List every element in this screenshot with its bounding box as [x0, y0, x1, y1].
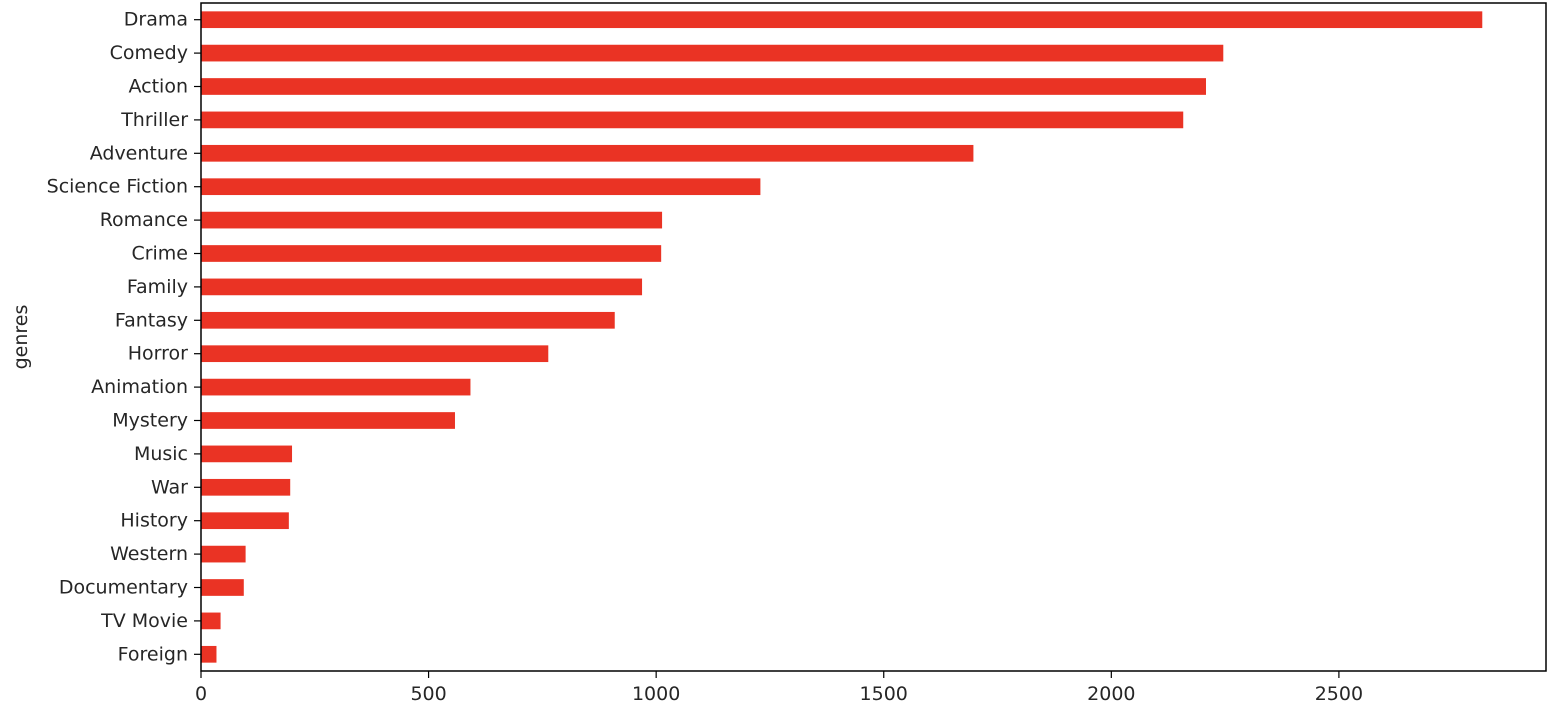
y-tick-label: Foreign — [118, 643, 188, 665]
bar-drama — [201, 11, 1483, 29]
bar-history — [201, 512, 289, 530]
y-tick-label: Animation — [91, 376, 188, 398]
y-axis-ticks: Drama Comedy Action Thriller Adventure Scienc… — [47, 9, 201, 665]
y-tick-label: Science Fiction — [47, 176, 188, 198]
bars-group — [201, 11, 1483, 663]
bar-war — [201, 478, 291, 496]
bar-thriller — [201, 111, 1184, 129]
x-tick-label: 0 — [195, 683, 207, 705]
bar-documentary — [201, 579, 244, 596]
y-tick-label: History — [120, 510, 188, 532]
bar-foreign — [201, 645, 217, 663]
plot-frame — [200, 2, 1547, 672]
x-tick-label: 1500 — [860, 683, 908, 705]
y-axis-label: genres — [10, 305, 32, 370]
x-tick-label: 500 — [410, 683, 446, 705]
y-tick-label: Drama — [124, 9, 188, 31]
bar-animation — [201, 378, 471, 396]
bar-adventure — [201, 144, 974, 162]
bar-music — [201, 445, 293, 463]
y-tick-label: Family — [127, 276, 188, 298]
y-tick-label: TV Movie — [100, 610, 188, 632]
x-tick-label: 2500 — [1315, 683, 1363, 705]
y-tick-label: Documentary — [59, 577, 188, 599]
y-tick-label: Thriller — [120, 109, 188, 131]
x-tick-label: 1000 — [632, 683, 680, 705]
bar-family — [201, 278, 643, 296]
y-tick-label: Music — [134, 443, 188, 465]
y-tick-label: Fantasy — [115, 309, 188, 331]
y-tick-label: War — [151, 476, 188, 498]
bar-science-fiction — [201, 178, 761, 196]
y-tick-label: Adventure — [90, 142, 188, 164]
y-tick-label: Romance — [100, 209, 188, 231]
y-tick-label: Crime — [131, 243, 188, 265]
bar-horror — [201, 345, 549, 363]
bar-crime — [201, 245, 662, 262]
bar-action — [201, 78, 1206, 95]
bar-romance — [201, 211, 663, 229]
bar-comedy — [201, 44, 1224, 62]
bar-mystery — [201, 412, 455, 429]
y-tick-label: Horror — [128, 343, 188, 365]
x-tick-label: 2000 — [1087, 683, 1135, 705]
bar-fantasy — [201, 311, 615, 329]
y-tick-label: Mystery — [112, 410, 188, 432]
bar-western — [201, 545, 246, 563]
bar-tv-movie — [201, 612, 221, 630]
y-tick-label: Comedy — [110, 42, 188, 64]
y-tick-label: Western — [110, 543, 188, 565]
y-tick-label: Action — [128, 76, 188, 98]
x-axis-ticks: 0 500 1000 1500 2000 2500 — [195, 671, 1363, 705]
